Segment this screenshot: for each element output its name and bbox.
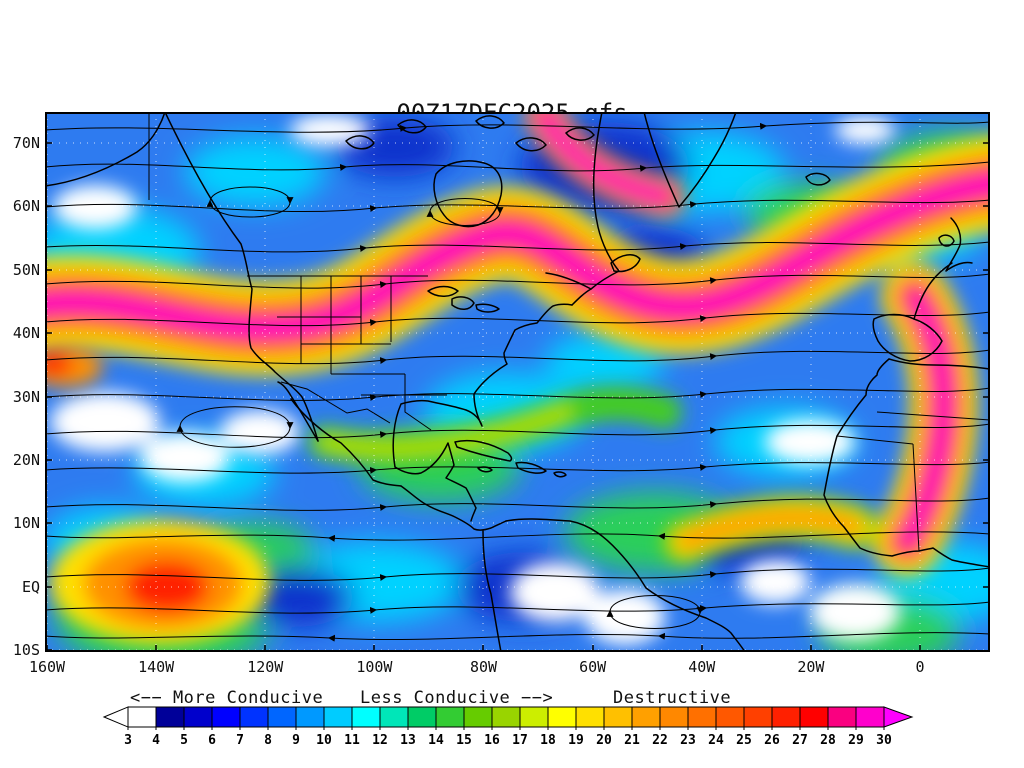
lon-tick-label: 0	[915, 658, 925, 676]
colorbar-segment	[379, 706, 409, 728]
colorbar-arrow-left	[102, 706, 129, 728]
colorbar-canvas: 3 4 5 6 7 8 9 10 11 12 13 14 15 16 17 18 19 20 21 22 23 24 25 2…	[102, 706, 914, 748]
colorbar-segment	[127, 706, 157, 728]
colorbar-tick-label: 12	[372, 733, 388, 748]
colorbar-tick-label: 15	[456, 733, 472, 748]
streamlines-layer	[45, 121, 990, 642]
colorbar-tick-label: 6	[208, 733, 216, 748]
colorbar-segment	[855, 706, 885, 728]
colorbar-segment	[463, 706, 493, 728]
colorbar-tick-label: 26	[764, 733, 780, 748]
colorbar: 3 4 5 6 7 8 9 10 11 12 13 14 15 16 17 18 19 20 21 22 23 24 25 2…	[100, 706, 924, 756]
colorbar-segment	[575, 706, 605, 728]
colorbar-tick-label: 17	[512, 733, 528, 748]
colorbar-tick-label: 14	[428, 733, 444, 748]
lon-tick-label: 120W	[247, 658, 284, 676]
borders-layer	[148, 112, 990, 552]
colorbar-tick-label: 21	[624, 733, 640, 748]
colorbar-segment	[407, 706, 437, 728]
lat-tick-label: 60N	[12, 197, 40, 216]
lat-tick-label: 10S	[12, 641, 40, 659]
colorbar-tick-label: 11	[344, 733, 360, 748]
lat-axis: 70N 60N 50N 40N 30N 20N 10N EQ 10S	[0, 0, 42, 768]
legend-destructive: Destructive	[613, 688, 732, 708]
colorbar-tick-label: 19	[568, 733, 584, 748]
shear-map	[45, 112, 990, 652]
shading-layer	[45, 112, 990, 652]
lon-axis: 160W 140W 120W 100W 80W 60W 40W 20W 0	[0, 658, 1024, 680]
lon-tick-label: 100W	[356, 658, 393, 676]
colorbar-tick-label: 22	[652, 733, 668, 748]
lat-tick-label: 70N	[12, 134, 40, 152]
colorbar-segment	[435, 706, 465, 728]
lat-tick-label: EQ	[21, 577, 40, 596]
colorbar-tick-label: 20	[596, 733, 612, 748]
colorbar-tick-label: 4	[152, 733, 160, 748]
colorbar-segment	[743, 706, 773, 728]
colorbar-segment	[155, 706, 185, 728]
colorbar-tick-label: 29	[848, 733, 864, 748]
colorbar-tick-label: 30	[876, 733, 892, 748]
legend-less-conducive: Less Conducive −−>	[360, 688, 554, 708]
colorbar-tick-label: 25	[736, 733, 752, 748]
colorbar-segment	[211, 706, 241, 728]
colorbar-tick-label: 13	[400, 733, 416, 748]
map-frame	[45, 112, 990, 652]
colorbar-segment	[547, 706, 577, 728]
colorbar-tick-label: 3	[124, 733, 132, 748]
lon-tick-label: 160W	[28, 658, 66, 676]
colorbar-segment	[267, 706, 297, 728]
colorbar-segment	[323, 706, 353, 728]
colorbar-segment	[687, 706, 717, 728]
colorbar-tick-label: 18	[540, 733, 556, 748]
lon-tick-label: 80W	[469, 658, 498, 676]
colorbar-segment	[715, 706, 745, 728]
colorbar-segment	[295, 706, 325, 728]
colorbar-segment	[659, 706, 689, 728]
colorbar-tick-label: 9	[292, 733, 300, 748]
lon-tick-label: 40W	[688, 658, 716, 676]
colorbar-tick-label: 23	[680, 733, 696, 748]
lon-tick-label: 140W	[138, 658, 175, 676]
lon-tick-label: 20W	[797, 658, 825, 676]
lat-tick-label: 50N	[12, 260, 40, 279]
lon-tick-label: 60W	[579, 658, 607, 676]
lat-tick-label: 20N	[12, 450, 40, 469]
colorbar-segment	[827, 706, 857, 728]
colorbar-segment	[491, 706, 521, 728]
colorbar-tick-label: 10	[316, 733, 332, 748]
colorbar-segment	[351, 706, 381, 728]
lat-tick-label: 30N	[12, 387, 40, 406]
colorbar-tick-label: 28	[820, 733, 836, 748]
shear-map-canvas	[45, 112, 990, 652]
colorbar-segment	[239, 706, 269, 728]
colorbar-segment	[799, 706, 829, 728]
colorbar-segment	[603, 706, 633, 728]
colorbar-segment	[631, 706, 661, 728]
colorbar-segment	[183, 706, 213, 728]
lat-tick-label: 10N	[12, 514, 40, 533]
colorbar-segment	[519, 706, 549, 728]
colorbar-tick-label: 24	[708, 733, 724, 748]
lat-tick-label: 40N	[12, 324, 40, 343]
colorbar-tick-label: 27	[792, 733, 808, 748]
colorbar-tick-label: 8	[264, 733, 272, 748]
colorbar-tick-label: 16	[484, 733, 500, 748]
colorbar-segment	[771, 706, 801, 728]
colorbar-tick-label: 5	[180, 733, 188, 748]
colorbar-arrow-right	[883, 706, 914, 728]
colorbar-tick-label: 7	[236, 733, 244, 748]
legend-more-conducive: <−− More Conducive	[130, 688, 324, 708]
